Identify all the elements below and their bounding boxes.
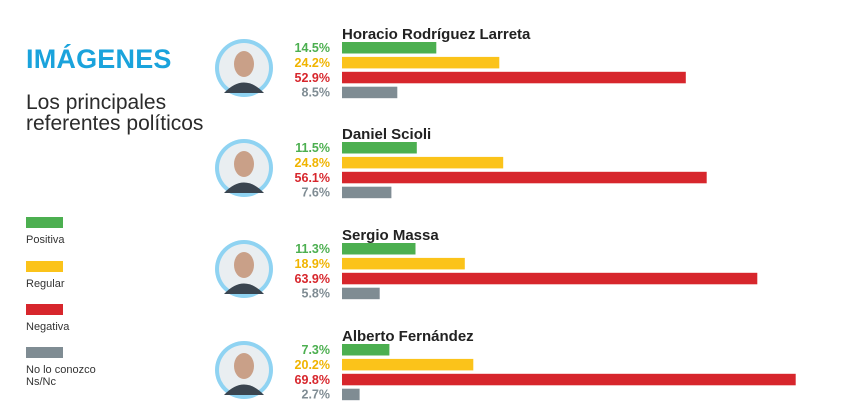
data-label-daniel-scioli-no-lo-conozco-ns-nc: 7.6% [302, 186, 331, 200]
legend-item-regular: Regular [26, 261, 65, 290]
legend-item-ns-nc: No lo conozco Ns/Nc [26, 347, 116, 388]
group-name-sergio-massa: Sergio Massa [342, 227, 439, 244]
group-sergio-massa: Sergio Massa 11.3%18.9%63.9%5.8% [215, 227, 758, 301]
legend-item-positiva: Positiva [26, 217, 65, 246]
bar-alberto-fernandez-regular [342, 358, 474, 371]
group-horacio-rodriguez-larreta: Horacio Rodríguez Larreta 14.5%24.2%52.9%… [215, 26, 686, 100]
bar-horacio-rodriguez-larreta-no-lo-conozco-ns-nc [342, 86, 398, 99]
data-label-horacio-rodriguez-larreta-regular: 24.2% [295, 56, 330, 70]
bar-horacio-rodriguez-larreta-negativa [342, 71, 686, 84]
legend-label-regular: Regular [26, 278, 65, 290]
bar-sergio-massa-positiva [342, 243, 416, 255]
avatar-shoulders [224, 82, 264, 93]
chart-title: IMÁGENES [26, 44, 172, 74]
avatar-shoulders [224, 283, 264, 294]
avatar-head [234, 353, 254, 379]
data-label-sergio-massa-positiva: 11.3% [295, 242, 330, 256]
data-label-daniel-scioli-positiva: 11.5% [295, 141, 330, 155]
avatar-horacio-rodriguez-larreta [215, 39, 273, 97]
bar-alberto-fernandez-negativa [342, 373, 796, 386]
avatar-shoulders [224, 182, 264, 193]
avatar-head [234, 252, 254, 278]
data-label-daniel-scioli-negativa: 56.1% [295, 171, 330, 185]
legend-label-negativa: Negativa [26, 321, 70, 333]
legend-label-ns-nc: No lo conozco Ns/Nc [26, 364, 96, 388]
data-label-daniel-scioli-regular: 24.8% [295, 156, 330, 170]
legend-swatch-ns-nc [26, 347, 63, 358]
avatar-head [234, 151, 254, 177]
data-label-horacio-rodriguez-larreta-negativa: 52.9% [295, 71, 330, 85]
data-label-alberto-fernandez-negativa: 69.8% [295, 373, 330, 387]
data-label-alberto-fernandez-no-lo-conozco-ns-nc: 2.7% [302, 388, 331, 402]
bar-alberto-fernandez-positiva [342, 344, 390, 356]
group-name-daniel-scioli: Daniel Scioli [342, 126, 431, 143]
legend-swatch-negativa [26, 304, 63, 315]
avatar-head [234, 51, 254, 77]
avatar-shoulders [224, 384, 264, 395]
group-name-alberto-fernandez: Alberto Fernández [342, 328, 474, 345]
bar-alberto-fernandez-no-lo-conozco-ns-nc [342, 388, 360, 401]
legend-label-positiva: Positiva [26, 234, 65, 246]
data-label-sergio-massa-regular: 18.9% [295, 257, 330, 271]
bar-horacio-rodriguez-larreta-regular [342, 56, 500, 69]
bar-horacio-rodriguez-larreta-positiva [342, 42, 437, 54]
group-name-horacio-rodriguez-larreta: Horacio Rodríguez Larreta [342, 26, 531, 43]
bar-sergio-massa-regular [342, 257, 465, 270]
avatar-daniel-scioli [215, 139, 273, 197]
avatar-alberto-fernandez [215, 341, 273, 399]
bar-daniel-scioli-no-lo-conozco-ns-nc [342, 186, 392, 199]
bar-daniel-scioli-regular [342, 156, 504, 169]
bar-daniel-scioli-positiva [342, 142, 417, 154]
legend-swatch-regular [26, 261, 63, 272]
bar-sergio-massa-negativa [342, 272, 758, 285]
data-label-sergio-massa-negativa: 63.9% [295, 272, 330, 286]
data-label-alberto-fernandez-regular: 20.2% [295, 358, 330, 372]
bar-daniel-scioli-negativa [342, 171, 707, 184]
data-label-horacio-rodriguez-larreta-no-lo-conozco-ns-nc: 8.5% [302, 86, 331, 100]
data-label-horacio-rodriguez-larreta-positiva: 14.5% [295, 41, 330, 55]
chart-subtitle: Los principales referentes políticos [26, 91, 204, 135]
group-alberto-fernandez: Alberto Fernández 7.3%20.2%69.8%2.7% [215, 328, 796, 402]
legend-item-negativa: Negativa [26, 304, 69, 333]
data-label-sergio-massa-no-lo-conozco-ns-nc: 5.8% [302, 287, 331, 301]
avatar-sergio-massa [215, 240, 273, 298]
bar-sergio-massa-no-lo-conozco-ns-nc [342, 287, 380, 300]
group-daniel-scioli: Daniel Scioli 11.5%24.8%56.1%7.6% [215, 126, 707, 200]
data-label-alberto-fernandez-positiva: 7.3% [302, 343, 331, 357]
legend-swatch-positiva [26, 217, 63, 228]
